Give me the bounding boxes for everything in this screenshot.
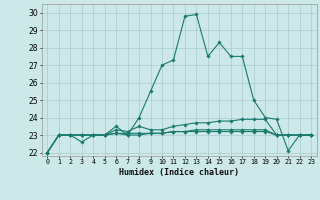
X-axis label: Humidex (Indice chaleur): Humidex (Indice chaleur) xyxy=(119,168,239,177)
